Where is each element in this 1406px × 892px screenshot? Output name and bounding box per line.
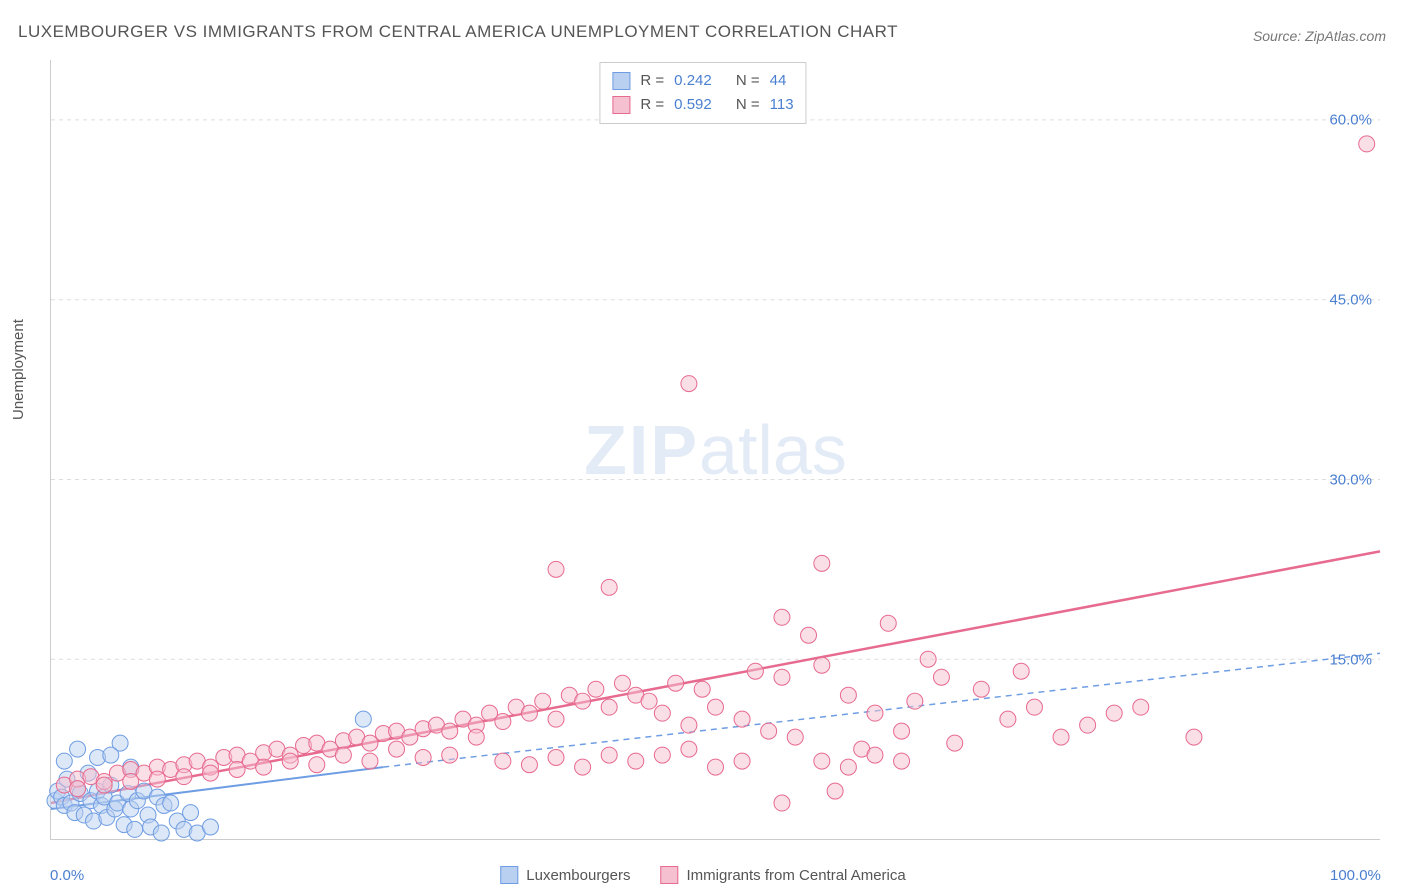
n-label-1: N = [736,93,760,117]
y-tick-label: 30.0% [1329,472,1372,489]
y-axis-label: Unemployment [10,319,27,420]
x-tick-label: 100.0% [1330,867,1381,884]
r-label-0: R = [640,69,664,93]
y-tick-label: 15.0% [1329,652,1372,669]
y-tick-label: 45.0% [1329,292,1372,309]
legend-swatch-luxembourgers [500,866,518,884]
chart-svg [51,60,1380,839]
chart-title: LUXEMBOURGER VS IMMIGRANTS FROM CENTRAL … [18,22,898,42]
n-value-1: 113 [770,93,794,117]
stats-legend: R = 0.242 N = 44 R = 0.592 N = 113 [599,62,806,124]
source-attribution: Source: ZipAtlas.com [1253,28,1386,44]
swatch-immigrants [612,96,630,114]
plot-area: ZIPatlas 15.0%30.0%45.0%60.0% [50,60,1380,840]
y-tick-label: 60.0% [1329,112,1372,129]
n-value-0: 44 [770,69,787,93]
legend-label-1: Immigrants from Central America [687,867,906,884]
bottom-legend: Luxembourgers Immigrants from Central Am… [500,866,905,884]
legend-swatch-immigrants [661,866,679,884]
n-label-0: N = [736,69,760,93]
stats-row-immigrants: R = 0.592 N = 113 [612,93,793,117]
legend-label-0: Luxembourgers [526,867,630,884]
x-tick-label: 0.0% [50,867,84,884]
swatch-luxembourgers [612,72,630,90]
r-value-1: 0.592 [674,93,712,117]
r-label-1: R = [640,93,664,117]
r-value-0: 0.242 [674,69,712,93]
stats-row-luxembourgers: R = 0.242 N = 44 [612,69,793,93]
legend-item-immigrants: Immigrants from Central America [661,866,906,884]
legend-item-luxembourgers: Luxembourgers [500,866,630,884]
